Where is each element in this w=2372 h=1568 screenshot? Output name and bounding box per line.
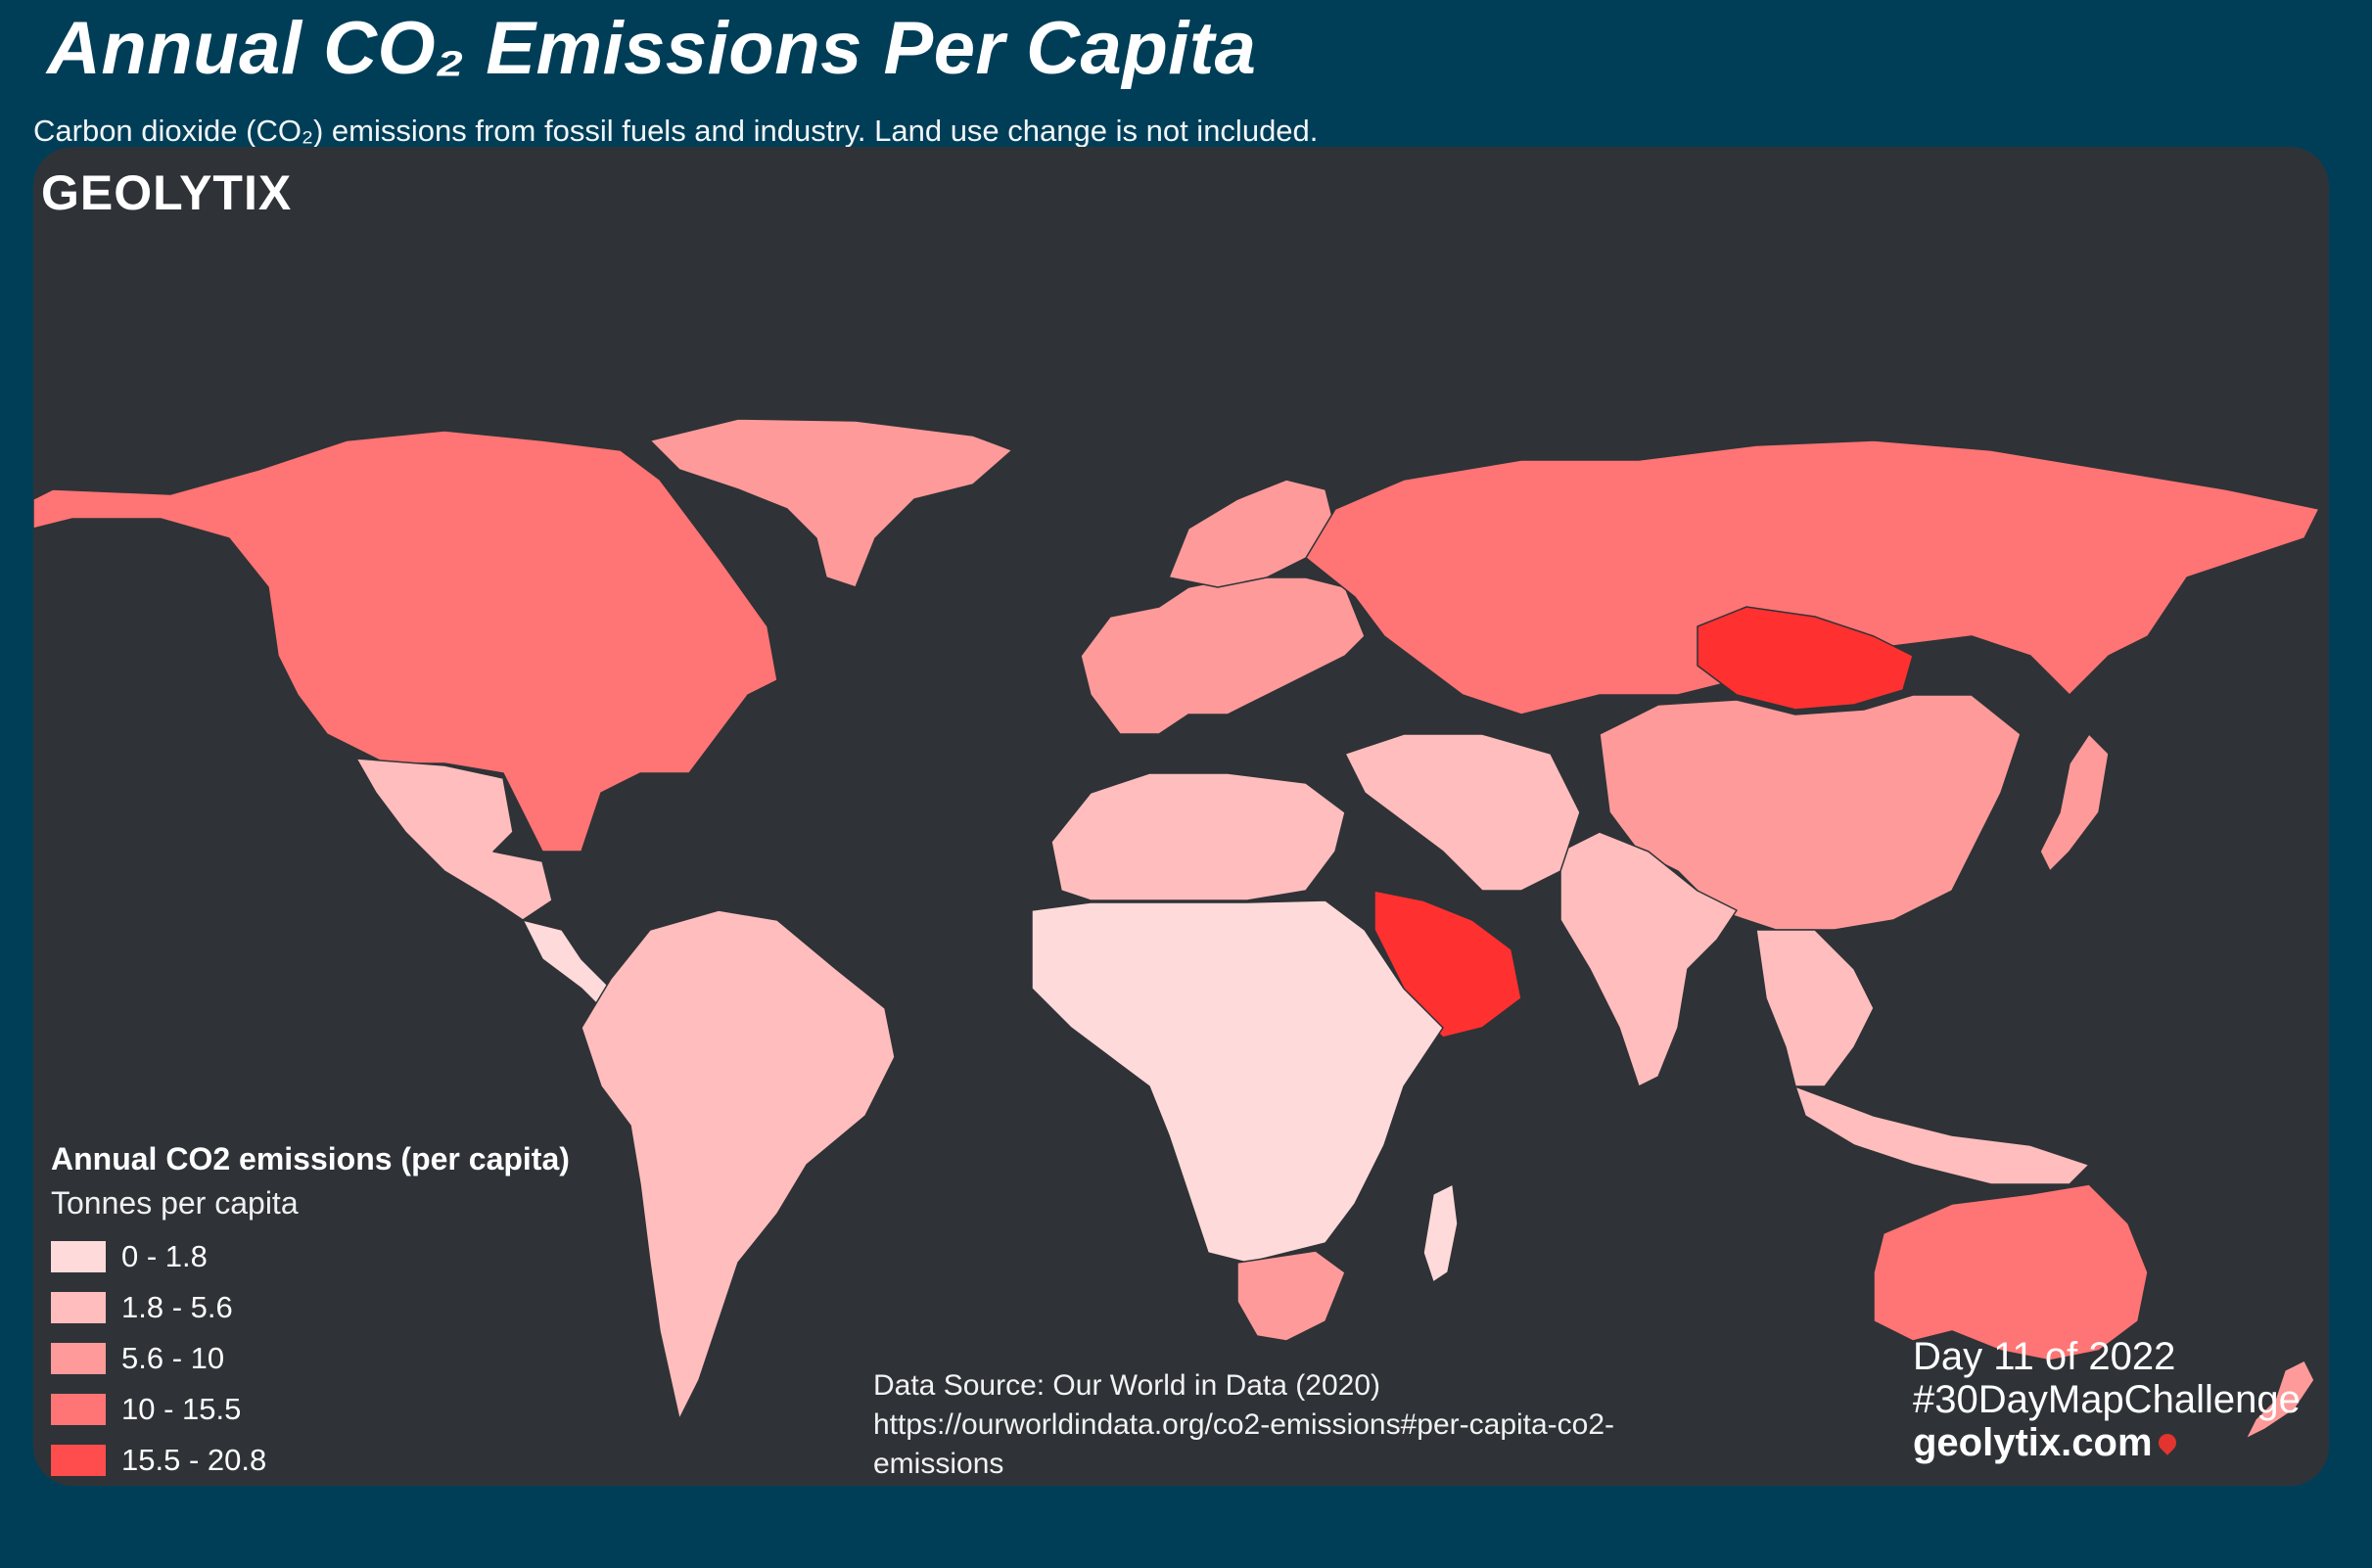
- mexico: [355, 758, 553, 921]
- legend-label: 0 - 1.8: [121, 1239, 208, 1273]
- challenge-day: Day 11 of 2022: [1913, 1335, 2176, 1378]
- new-zealand: [2245, 1360, 2315, 1440]
- madagascar: [1422, 1183, 1459, 1283]
- japan: [2039, 733, 2110, 872]
- legend-item: 5.6 - 10: [51, 1333, 570, 1384]
- world-map: [33, 418, 2320, 1440]
- legend-item: 1.8 - 5.6: [51, 1282, 570, 1333]
- legend-item: 10 - 15.5: [51, 1384, 570, 1435]
- mongolia: [1697, 606, 1914, 711]
- map-panel: GEOLYTIX Annual CO2 emissions (per capit…: [33, 147, 2329, 1486]
- australia: [1873, 1183, 2149, 1361]
- data-source: Data Source: Our World in Data (2020) ht…: [873, 1366, 1637, 1484]
- legend-label: 1.8 - 5.6: [121, 1290, 233, 1324]
- legend-item: 15.5 - 20.8: [51, 1435, 570, 1486]
- map-legend: Annual CO2 emissions (per capita) Tonnes…: [51, 1141, 570, 1486]
- north-america: [33, 430, 778, 853]
- source-url[interactable]: https://ourworldindata.org/co2-emissions…: [873, 1408, 1615, 1480]
- legend-subtitle: Tonnes per capita: [51, 1185, 299, 1221]
- challenge-hashtag: #30DayMapChallenge: [1913, 1378, 2301, 1421]
- legend-swatch: [51, 1241, 106, 1272]
- legend-label: 10 - 15.5: [121, 1392, 242, 1426]
- map-subtitle: Carbon dioxide (CO₂) emissions from foss…: [33, 114, 1319, 148]
- legend-swatch: [51, 1394, 106, 1425]
- map-title: Annual CO₂ Emissions Per Capita: [47, 7, 1257, 90]
- south-america: [581, 909, 896, 1420]
- geolytix-logo: GEOLYTIX: [41, 165, 293, 220]
- site-link[interactable]: geolytix.com: [1913, 1421, 2153, 1464]
- greenland: [649, 418, 1013, 588]
- china: [1599, 694, 2022, 931]
- sub-saharan-africa: [1031, 899, 1444, 1264]
- legend-swatch: [51, 1445, 106, 1476]
- russia: [1305, 439, 2320, 715]
- legend-label: 5.6 - 10: [121, 1341, 225, 1375]
- india: [1559, 831, 1738, 1087]
- legend-swatch: [51, 1292, 106, 1323]
- middle-east: [1344, 733, 1581, 892]
- legend-swatch: [51, 1343, 106, 1374]
- scandinavia: [1168, 479, 1336, 588]
- north-africa: [1050, 772, 1346, 901]
- southeast-asia: [1755, 929, 1875, 1087]
- legend-item: 0 - 1.8: [51, 1231, 570, 1282]
- legend-title: Annual CO2 emissions (per capita): [51, 1141, 570, 1176]
- challenge-credit: Day 11 of 2022 #30DayMapChallenge geolyt…: [1913, 1335, 2301, 1464]
- source-line: Data Source: Our World in Data (2020): [873, 1369, 1381, 1402]
- europe: [1080, 576, 1366, 735]
- south-africa: [1236, 1250, 1346, 1342]
- indonesia: [1794, 1085, 2090, 1185]
- map-pin-icon: [2154, 1430, 2180, 1455]
- legend-label: 15.5 - 20.8: [121, 1443, 267, 1477]
